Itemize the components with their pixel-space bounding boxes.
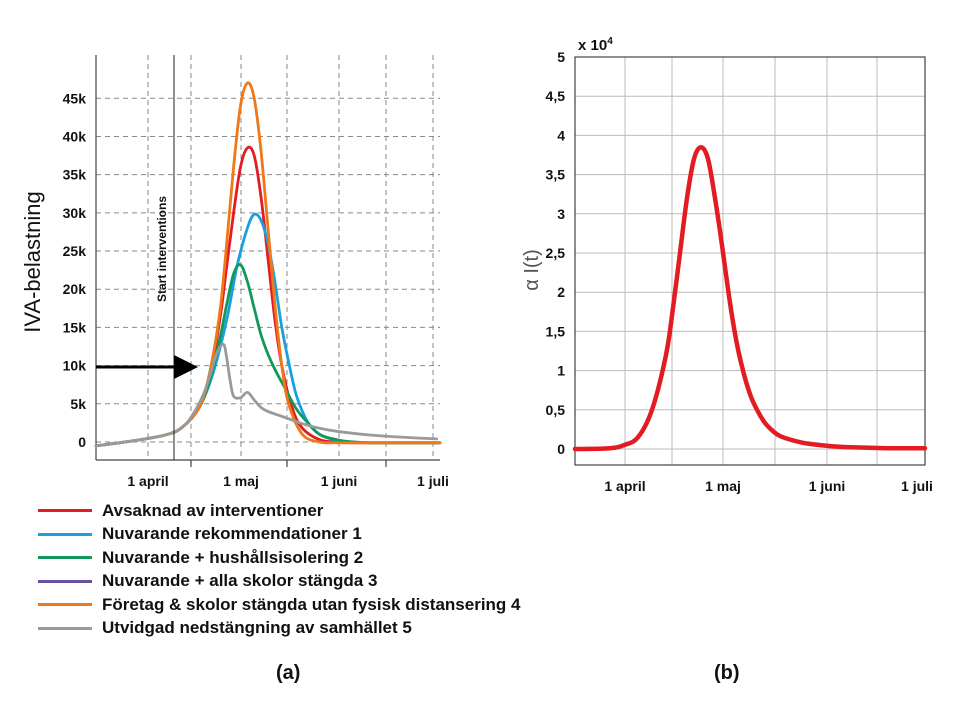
- legend-item: Företag & skolor stängda utan fysisk dis…: [38, 593, 521, 617]
- legend-item: Nuvarande + hushållsisolering 2: [38, 546, 521, 570]
- y-tick-label: 20k: [63, 281, 87, 297]
- y-tick-label: 0: [78, 434, 86, 450]
- chart-b-grid: [575, 56, 925, 465]
- legend-swatch: [38, 626, 92, 630]
- chart-a-axes: [95, 55, 440, 467]
- chart-a-ylabel: IVA-belastning: [20, 191, 45, 332]
- y-tick-label: 4,5: [546, 88, 566, 104]
- y-tick-label: 25k: [63, 243, 87, 259]
- y-tick-label: 35k: [63, 167, 87, 183]
- legend-swatch: [38, 579, 92, 583]
- legend-swatch: [38, 532, 92, 536]
- x-tick-label: 1 maj: [705, 478, 741, 494]
- legend-label: Nuvarande + alla skolor stängda 3: [102, 571, 378, 591]
- chart-b: 0 0,5 1 1,5 2 2,5 3 3,5 4 4,5 5 1 april 1 maj 1 juni 1…: [521, 36, 933, 494]
- y-tick-label: 2: [557, 284, 565, 300]
- legend-label: Avsaknad av interventioner: [102, 500, 324, 520]
- panel-label-b: (b): [714, 662, 740, 684]
- x-tick-label: 1 juli: [901, 478, 933, 494]
- legend-item: Nuvarande rekommendationer 1: [38, 523, 521, 547]
- y-tick-label: 0,5: [546, 402, 566, 418]
- y-tick-label: 3,5: [546, 167, 566, 183]
- chart-b-ylabel: α I(t): [521, 249, 543, 291]
- legend-swatch: [38, 509, 92, 513]
- chart-b-ticks: 0 0,5 1 1,5 2 2,5 3 3,5 4 4,5 5 1 april 1 maj 1 juni 1…: [546, 49, 933, 494]
- chart-b-scale-base: x 10: [578, 37, 607, 54]
- chart-b-axes: [574, 56, 926, 466]
- chart-a: 0 5k 10k 15k 20k 25k 30k 35k 40k 45k 1 april 1 maj 1…: [20, 55, 449, 489]
- y-tick-label: 15k: [63, 319, 87, 335]
- legend-label: Nuvarande rekommendationer 1: [102, 524, 362, 544]
- chart-a-ticks: 0 5k 10k 15k 20k 25k 30k 35k 40k 45k 1 april 1 maj 1…: [63, 90, 449, 489]
- y-tick-label: 40k: [63, 128, 87, 144]
- x-tick-label: 1 juli: [417, 473, 449, 489]
- legend-label: Utvidgad nedstängning av samhället 5: [102, 618, 412, 638]
- legend-item: Nuvarande + alla skolor stängda 3: [38, 570, 521, 594]
- legend-swatch: [38, 603, 92, 607]
- y-tick-label: 5: [557, 49, 565, 65]
- series-line-1: [572, 144, 928, 452]
- series-line-6: [94, 342, 438, 448]
- chart-a-series: [94, 81, 442, 448]
- panel-label-a: (a): [276, 662, 301, 684]
- series-line-5: [94, 81, 442, 448]
- x-tick-label: 1 juni: [809, 478, 846, 494]
- y-tick-label: 4: [557, 127, 565, 143]
- y-tick-label: 30k: [63, 205, 87, 221]
- intervention-label: Start interventions: [155, 196, 169, 302]
- legend-label: Företag & skolor stängda utan fysisk dis…: [102, 594, 521, 614]
- y-tick-label: 2,5: [546, 245, 566, 261]
- chart-b-scale-exponent: 4: [607, 36, 613, 47]
- y-tick-label: 1,5: [546, 323, 566, 339]
- chart-a-legend: Avsaknad av interventioner Nuvarande reko…: [38, 499, 521, 640]
- intervention-arrow: [96, 355, 198, 379]
- y-tick-label: 3: [557, 206, 565, 222]
- legend-swatch: [38, 556, 92, 560]
- legend-item: Utvidgad nedstängning av samhället 5: [38, 617, 521, 641]
- x-tick-label: 1 maj: [223, 473, 259, 489]
- plot-frame: [574, 56, 926, 466]
- y-tick-label: 1: [557, 363, 565, 379]
- x-tick-label: 1 april: [604, 478, 645, 494]
- y-tick-label: 45k: [63, 90, 87, 106]
- x-tick-label: 1 juni: [321, 473, 358, 489]
- chart-b-scale-label: x 104: [578, 36, 613, 54]
- legend-label: Nuvarande + hushållsisolering 2: [102, 547, 364, 567]
- chart-b-series: [572, 144, 928, 452]
- legend-item: Avsaknad av interventioner: [38, 499, 521, 523]
- y-tick-label: 5k: [70, 396, 86, 412]
- y-tick-label: 10k: [63, 358, 87, 374]
- x-tick-label: 1 april: [127, 473, 168, 489]
- y-tick-label: 0: [557, 441, 565, 457]
